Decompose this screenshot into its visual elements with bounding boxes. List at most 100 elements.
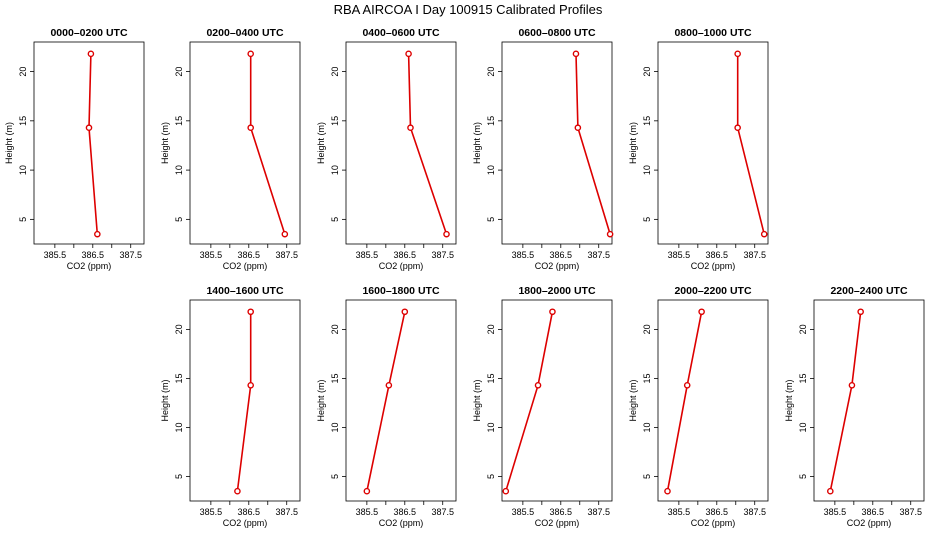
x-tick-label: 387.5 [119, 250, 142, 260]
x-tick-label: 387.5 [431, 507, 454, 517]
y-axis-label: Height (m) [472, 379, 482, 421]
profile-point [85, 124, 93, 132]
profile-point [401, 308, 409, 316]
x-tick-label: 387.5 [587, 507, 610, 517]
x-tick-label: 387.5 [431, 250, 454, 260]
x-tick-label: 387.5 [275, 250, 298, 260]
y-tick-label: 10 [174, 165, 184, 175]
y-axis-label: Height (m) [784, 379, 794, 421]
x-axis-label: CO2 (ppm) [535, 518, 580, 528]
profile-point [247, 50, 254, 58]
profile-line [666, 311, 703, 492]
y-tick-label: 5 [642, 474, 652, 479]
profile-point [606, 230, 614, 238]
y-tick-label: 10 [798, 422, 808, 432]
panel-title: 2200–2400 UTC [830, 285, 907, 297]
y-tick-label: 5 [330, 217, 340, 222]
y-axis-label: Height (m) [316, 379, 326, 421]
panel: 1800–2000 UTC 385.5 386.5 387.5 5 10 15 20 CO2 (… [472, 285, 613, 528]
y-tick-label: 5 [486, 217, 496, 222]
panel-title: 0600–0800 UTC [518, 27, 595, 39]
panel-title: 2000–2200 UTC [674, 285, 751, 297]
x-tick-label: 385.5 [668, 507, 691, 517]
x-axis-label: CO2 (ppm) [379, 261, 424, 271]
panel: 0800–1000 UTC 385.5 386.5 387.5 5 10 15 20 CO2 (… [628, 27, 769, 271]
plot-frame [813, 299, 925, 502]
panels-group: 0000–0200 UTC 385.5 386.5 387.5 5 10 15 20 CO2 (… [4, 27, 925, 528]
panel: 0000–0200 UTC 385.5 386.5 387.5 5 10 15 20 CO2 (… [4, 27, 145, 271]
y-tick-label: 5 [174, 217, 184, 222]
x-tick-label: 385.5 [824, 507, 847, 517]
y-tick-label: 10 [642, 422, 652, 432]
x-tick-label: 386.5 [706, 507, 729, 517]
profile-line [829, 311, 862, 492]
panel-title: 1600–1800 UTC [362, 285, 439, 297]
x-tick-label: 385.5 [356, 250, 379, 260]
panel-title: 0800–1000 UTC [674, 27, 751, 39]
panel: 1400–1600 UTC 385.5 386.5 387.5 5 10 15 20 CO2 (… [160, 285, 301, 528]
profile-point [94, 230, 101, 238]
profile-point [405, 50, 412, 58]
y-tick-label: 15 [174, 373, 184, 383]
y-tick-label: 10 [330, 165, 340, 175]
y-tick-label: 15 [642, 373, 652, 383]
y-axis-label: Height (m) [316, 122, 326, 164]
x-tick-label: 386.5 [550, 507, 573, 517]
profile-point [407, 124, 414, 132]
figure-title: RBA AIRCOA I Day 100915 Calibrated Profi… [334, 2, 603, 17]
panel-title: 1400–1600 UTC [206, 285, 283, 297]
profile-point [848, 382, 856, 389]
y-tick-label: 20 [642, 324, 652, 334]
panel: 0200–0400 UTC 385.5 386.5 387.5 5 10 15 20 CO2 (… [160, 27, 301, 271]
profile-point [87, 50, 95, 58]
x-tick-label: 385.5 [200, 507, 223, 517]
y-tick-label: 15 [642, 116, 652, 126]
x-tick-label: 386.5 [82, 250, 105, 260]
y-tick-label: 10 [18, 165, 28, 175]
profile-point [247, 308, 254, 316]
panel-title: 0000–0200 UTC [50, 27, 127, 39]
profile-point [664, 487, 671, 495]
plot-frame [189, 41, 301, 245]
plot-frame [345, 299, 457, 502]
panel: 2000–2200 UTC 385.5 386.5 387.5 5 10 15 20 CO2 (… [628, 285, 769, 528]
profile-point [502, 487, 510, 495]
profile-point [549, 308, 556, 316]
y-tick-label: 15 [330, 373, 340, 383]
profile-point [247, 382, 254, 389]
profile-point [574, 124, 582, 132]
x-tick-label: 387.5 [743, 507, 766, 517]
y-axis-label: Height (m) [472, 122, 482, 164]
y-axis-label: Height (m) [628, 122, 638, 164]
x-axis-label: CO2 (ppm) [691, 518, 736, 528]
y-axis-label: Height (m) [160, 379, 170, 421]
x-tick-label: 385.5 [200, 250, 223, 260]
x-tick-label: 387.5 [743, 250, 766, 260]
profile-point [534, 382, 542, 389]
y-axis-label: Height (m) [160, 122, 170, 164]
plot-frame [501, 41, 613, 245]
y-tick-label: 15 [798, 373, 808, 383]
panel-title: 1800–2000 UTC [518, 285, 595, 297]
plot-frame [657, 299, 769, 502]
profile-line [575, 53, 611, 235]
y-tick-label: 20 [486, 324, 496, 334]
profile-point [760, 230, 768, 238]
x-tick-label: 386.5 [394, 507, 417, 517]
y-tick-label: 20 [330, 67, 340, 77]
x-tick-label: 385.5 [512, 507, 535, 517]
panel: 0600–0800 UTC 385.5 386.5 387.5 5 10 15 20 CO2 (… [472, 27, 614, 271]
y-tick-label: 20 [798, 324, 808, 334]
y-tick-label: 5 [486, 474, 496, 479]
y-axis-label: Height (m) [628, 379, 638, 421]
y-tick-label: 5 [174, 474, 184, 479]
x-axis-label: CO2 (ppm) [535, 261, 580, 271]
x-axis-label: CO2 (ppm) [847, 518, 892, 528]
x-axis-label: CO2 (ppm) [223, 261, 268, 271]
x-axis-label: CO2 (ppm) [223, 518, 268, 528]
plot-frame [657, 41, 769, 245]
profile-line [407, 53, 448, 235]
panel: 0400–0600 UTC 385.5 386.5 387.5 5 10 15 20 CO2 (… [316, 27, 457, 271]
panel-title: 0400–0600 UTC [362, 27, 439, 39]
